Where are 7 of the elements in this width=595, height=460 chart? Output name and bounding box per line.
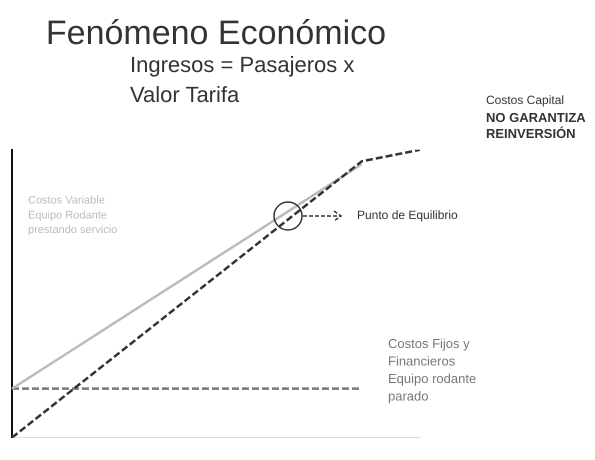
text: Ingresos = Pasajeros x Valor Tarifa	[130, 52, 354, 107]
text: Costos Fijos y Financieros Equipo rodante parado	[388, 336, 476, 404]
chart-title: Fenómeno Económico	[46, 14, 386, 52]
text: NO GARANTIZA REINVERSIÓN	[486, 110, 586, 142]
annotation: Punto de Equilibrio	[357, 207, 459, 223]
text: Costos Variable Equipo Rodante prestando servicio	[28, 194, 118, 236]
text: Costos Capital	[486, 92, 566, 108]
